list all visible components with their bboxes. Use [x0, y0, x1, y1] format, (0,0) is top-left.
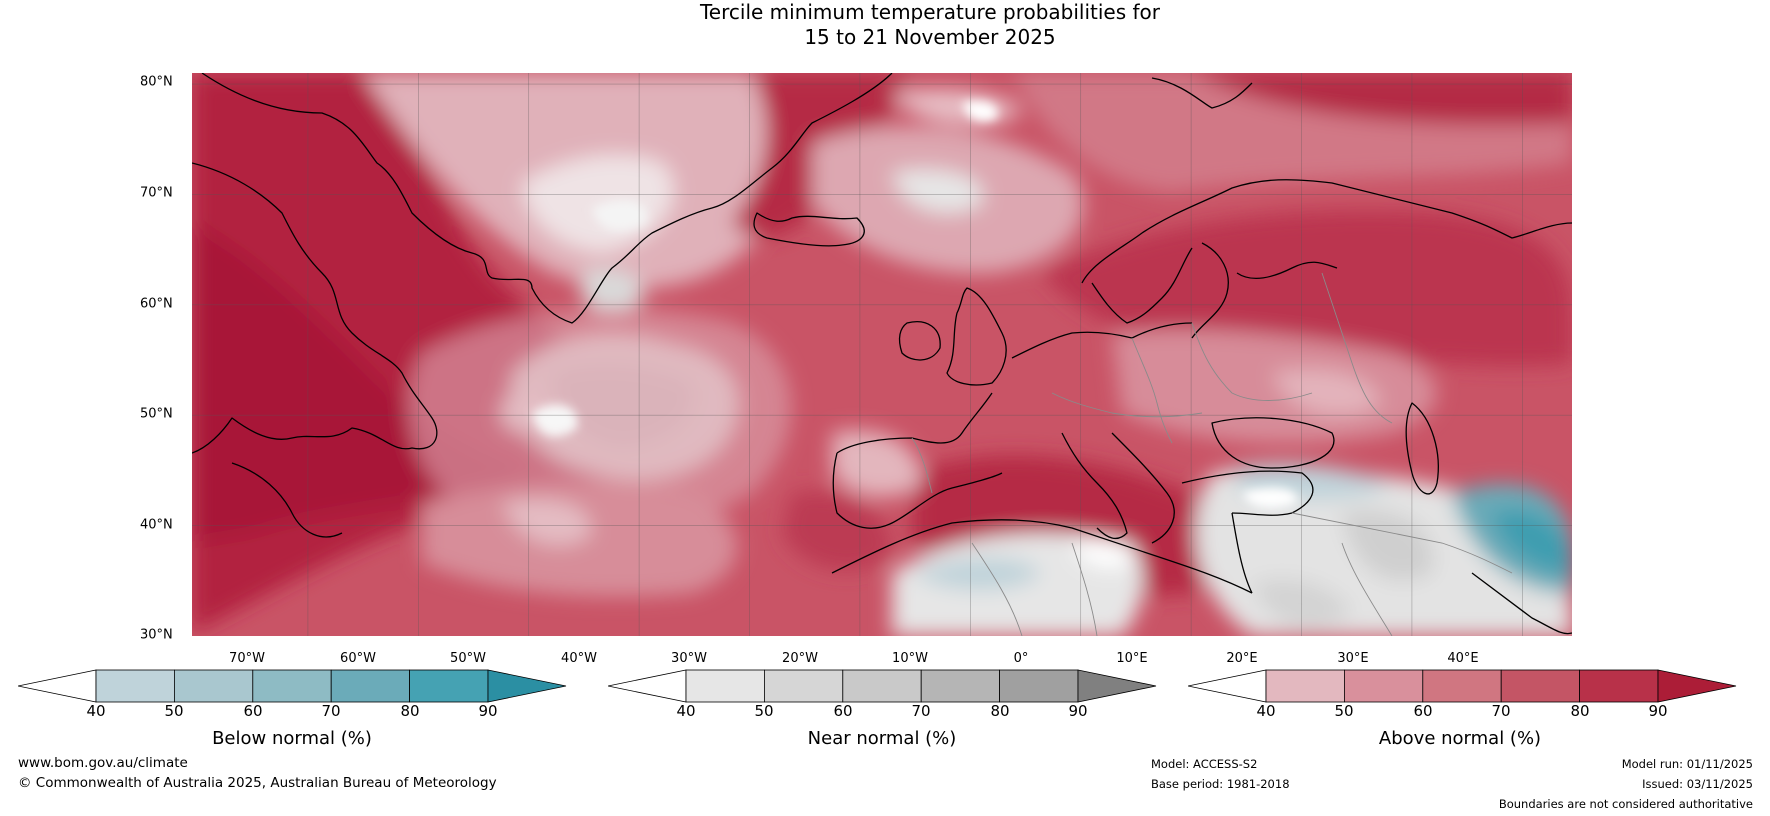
base-period-text: Base period: 1981-2018	[1151, 777, 1290, 791]
coastlines	[192, 73, 1572, 635]
colorbar-bin	[1579, 669, 1659, 703]
lon-label-70w: 70°W	[229, 651, 265, 666]
tick-label: 80	[1570, 702, 1590, 720]
colorbar-bin	[1265, 669, 1345, 703]
graticule	[192, 73, 1572, 636]
lat-label-40n: 40°N	[140, 517, 173, 533]
model-run-text: Model run: 01/11/2025	[1621, 757, 1753, 771]
colorbar-near-normal	[608, 669, 1157, 703]
lat-label-80n: 80°N	[140, 74, 173, 90]
colorbar-above-normal	[1188, 669, 1737, 703]
tick-label: 50	[164, 702, 184, 720]
tick-label: 50	[1334, 702, 1354, 720]
tick-label: 40	[1256, 702, 1276, 720]
colorbar-below-normal	[18, 669, 567, 703]
colorbar-below-label: Below normal (%)	[212, 728, 372, 749]
colorbar-bin	[1343, 669, 1424, 703]
tick-label: 70	[911, 702, 931, 720]
colorbar-bin	[1500, 669, 1581, 703]
tick-label: 60	[833, 702, 853, 720]
disclaimer-text: Boundaries are not considered authoritat…	[1498, 797, 1753, 811]
colorbar-bin	[685, 669, 765, 703]
colorbar-near-label: Near normal (%)	[807, 728, 957, 749]
colorbar-extend-high	[1077, 669, 1157, 703]
lon-label-30w: 30°W	[671, 651, 707, 666]
colorbar-bin	[252, 669, 332, 703]
title-line-1: Tercile minimum temperature probabilitie…	[699, 0, 1161, 24]
lon-label-40e: 40°E	[1447, 651, 1479, 666]
chart-title: Tercile minimum temperature probabilitie…	[0, 0, 1770, 50]
lat-label-70n: 70°N	[140, 185, 173, 201]
colorbar-bin	[920, 669, 1001, 703]
lon-label-20w: 20°W	[782, 651, 818, 666]
map-canvas	[192, 73, 1572, 636]
title-line-2: 15 to 21 November 2025	[804, 25, 1056, 49]
colorbar-bin	[95, 669, 175, 703]
high-contrast-patches	[532, 101, 1298, 509]
colorbar-bin	[763, 669, 844, 703]
probability-map	[192, 73, 1572, 636]
colorbar-bin	[409, 669, 489, 703]
lon-label-10w: 10°W	[892, 651, 928, 666]
colorbar-extend-high	[487, 669, 567, 703]
tick-label: 80	[990, 702, 1010, 720]
tick-label: 50	[754, 702, 774, 720]
colorbar-extend-low	[1188, 669, 1267, 703]
colorbar-above-label: Above normal (%)	[1378, 728, 1542, 749]
colorbar-extend-low	[18, 669, 97, 703]
lat-label-50n: 50°N	[140, 406, 173, 422]
lon-label-60w: 60°W	[340, 651, 376, 666]
tick-label: 60	[243, 702, 263, 720]
lon-label-10e: 10°E	[1116, 651, 1148, 666]
colorbar-bin	[330, 669, 411, 703]
lat-label-30n: 30°N	[140, 627, 173, 643]
colorbar-bin	[173, 669, 254, 703]
lon-label-40w: 40°W	[561, 651, 597, 666]
tick-label: 70	[321, 702, 341, 720]
website-text: www.bom.gov.au/climate	[18, 755, 188, 771]
lon-label-0: 0°	[1013, 651, 1029, 666]
tick-label: 60	[1413, 702, 1433, 720]
colorbar-extend-low	[608, 669, 687, 703]
tick-label: 40	[676, 702, 696, 720]
tick-label: 90	[478, 702, 498, 720]
tick-label: 40	[86, 702, 106, 720]
colorbar-bin	[1422, 669, 1502, 703]
issued-text: Issued: 03/11/2025	[1642, 777, 1753, 791]
tick-label: 90	[1648, 702, 1668, 720]
country-borders	[911, 272, 1513, 636]
model-text: Model: ACCESS-S2	[1151, 757, 1258, 771]
lon-label-20e: 20°E	[1226, 651, 1258, 666]
probability-shading	[192, 73, 1572, 636]
lon-label-30e: 30°E	[1337, 651, 1369, 666]
tick-label: 80	[400, 702, 420, 720]
lat-label-60n: 60°N	[140, 296, 173, 312]
colorbar-extend-high	[1657, 669, 1737, 703]
tick-label: 90	[1068, 702, 1088, 720]
colorbar-bin	[842, 669, 922, 703]
copyright-text: © Commonwealth of Australia 2025, Austra…	[18, 775, 497, 791]
tick-label: 70	[1491, 702, 1511, 720]
lon-label-50w: 50°W	[450, 651, 486, 666]
colorbar-bin	[999, 669, 1079, 703]
